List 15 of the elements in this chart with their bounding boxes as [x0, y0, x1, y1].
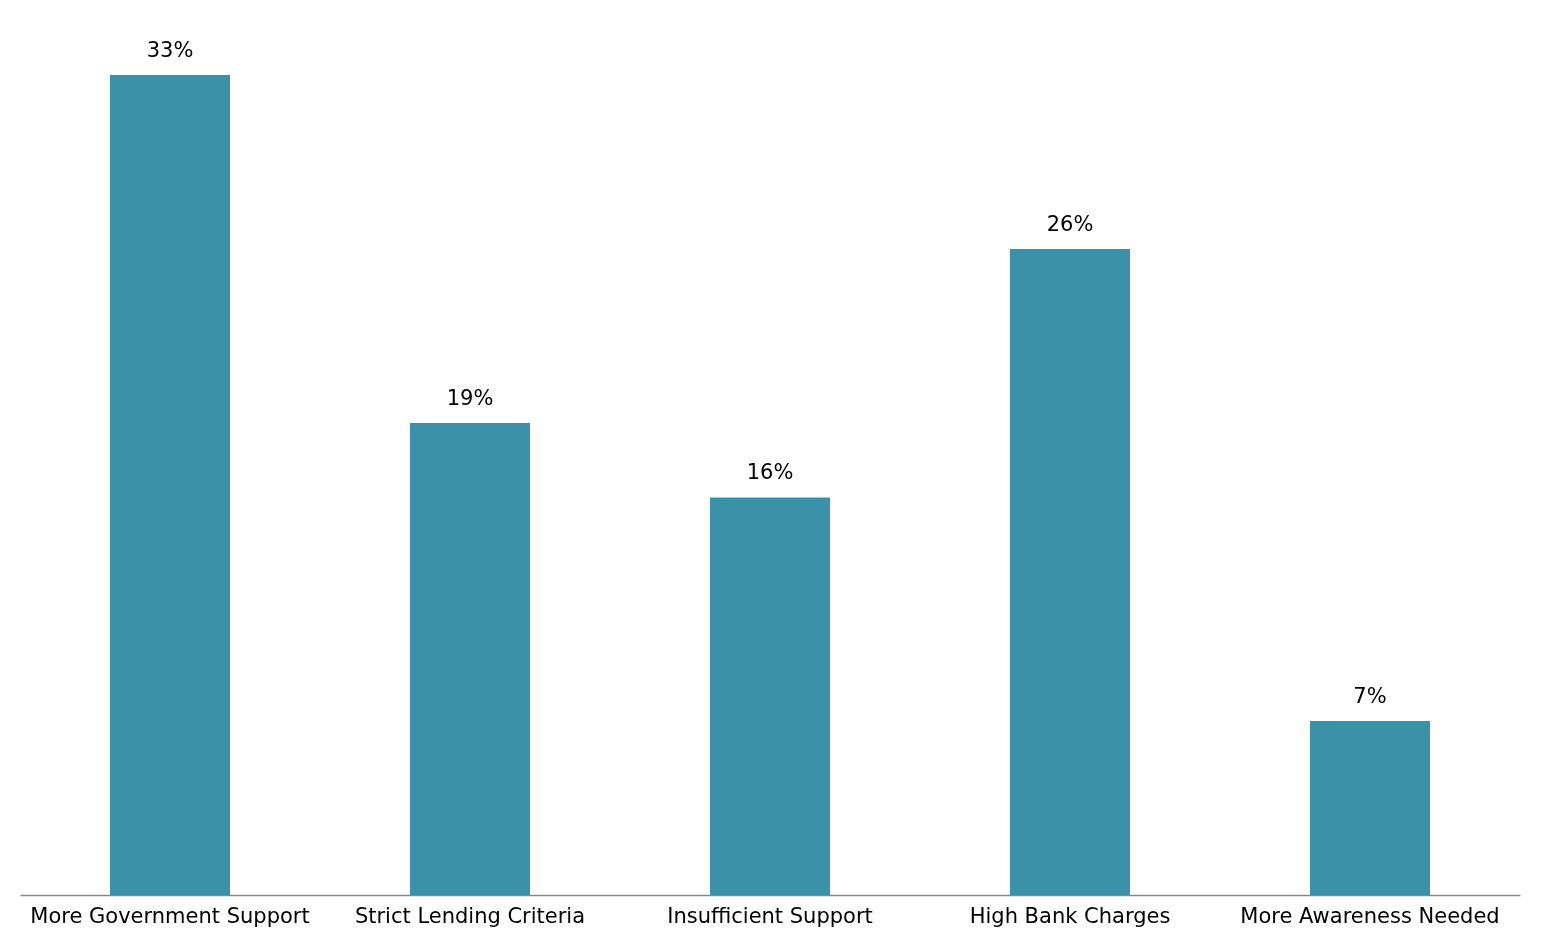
x-tick-label: Strict Lending Criteria: [354, 903, 586, 928]
x-tick-label: Insufficient Support: [667, 903, 873, 928]
x-tick-label: More Government Support: [30, 903, 310, 928]
bar: [710, 497, 830, 895]
data-label: 33%: [146, 38, 194, 62]
bar: [1310, 721, 1430, 895]
data-label: 19%: [446, 385, 494, 410]
bar: [410, 422, 530, 895]
x-tick-label: High Bank Charges: [969, 903, 1171, 928]
x-tick-label: More Awareness Needed: [1240, 903, 1500, 928]
bar: [110, 75, 230, 895]
data-label: 26%: [1046, 211, 1094, 236]
bar: [1010, 248, 1130, 895]
data-label: 7%: [1353, 684, 1387, 709]
data-label: 16%: [746, 460, 794, 485]
